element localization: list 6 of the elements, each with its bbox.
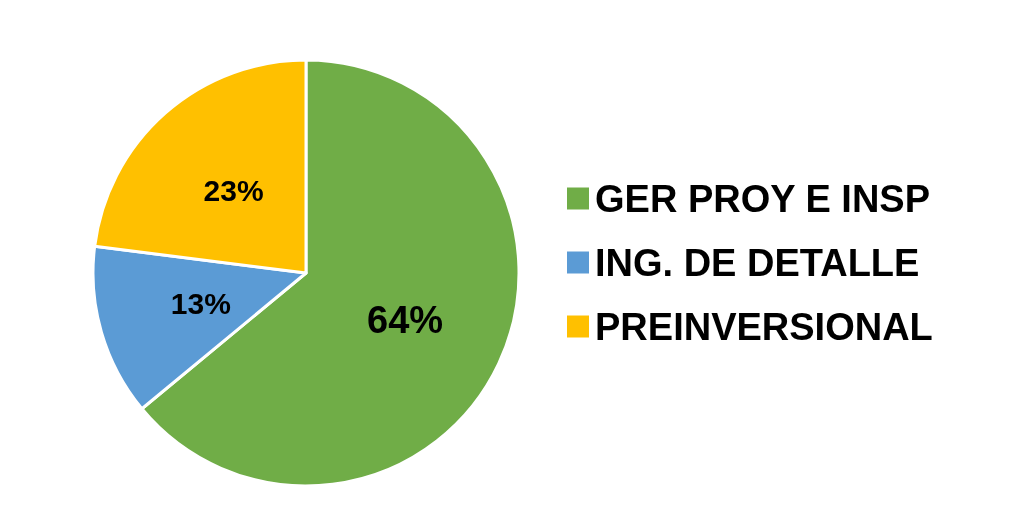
data-label: 13% bbox=[170, 287, 231, 321]
legend-label: ING. DE DETALLE bbox=[595, 241, 920, 284]
legend-label: PREINVERSIONAL bbox=[595, 305, 933, 348]
data-label: 64% bbox=[367, 298, 444, 341]
legend-label: GER PROY E INSP bbox=[595, 177, 931, 220]
data-label: 23% bbox=[203, 174, 264, 208]
